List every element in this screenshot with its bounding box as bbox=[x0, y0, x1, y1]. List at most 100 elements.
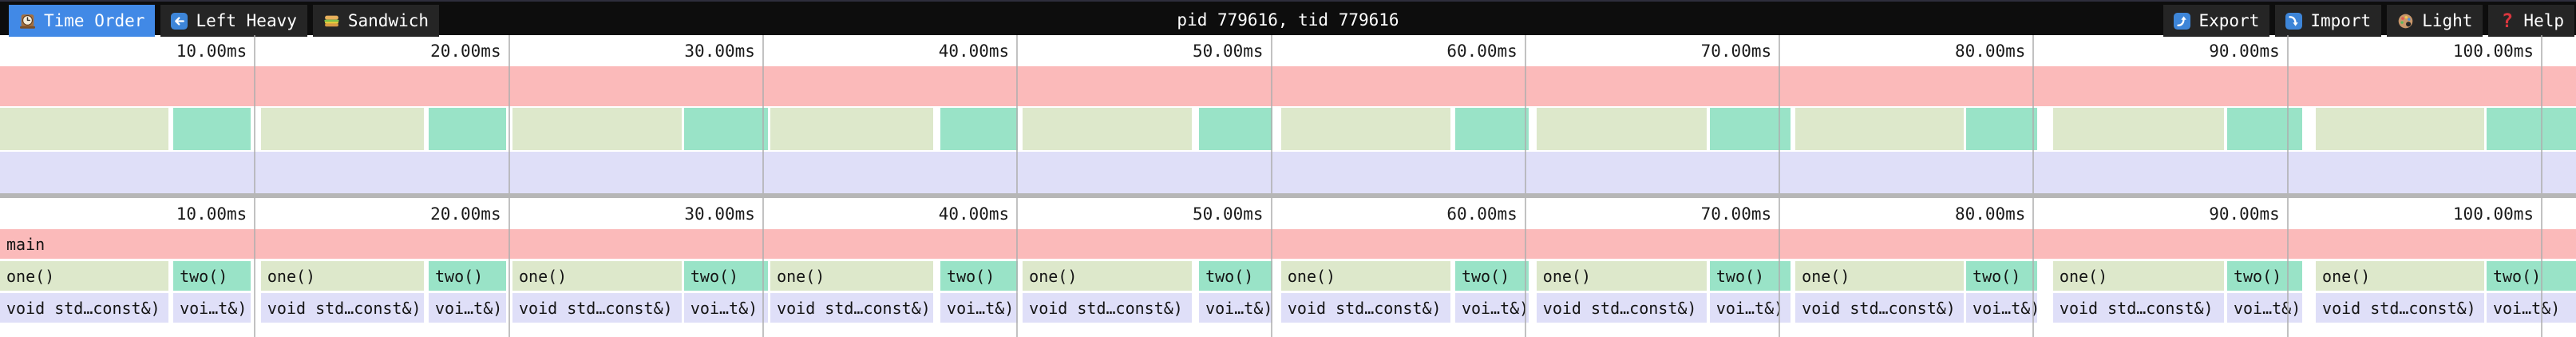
tab-label: Time Order bbox=[44, 11, 145, 30]
time-tick-label: 40.00ms bbox=[938, 204, 1010, 224]
minimap-frame-one bbox=[2316, 108, 2485, 150]
flame-row-depth2: void std…const&) voi…t&) void std…const&) v… bbox=[0, 293, 2576, 323]
frame-label: one() bbox=[1029, 266, 1078, 286]
flame-cell-sleep-short[interactable]: voi…t&) bbox=[940, 293, 1019, 323]
flame-cell-two[interactable]: two() bbox=[1199, 261, 1273, 291]
flame-cell-sleep-long[interactable]: void std…const&) bbox=[2052, 293, 2225, 323]
minimap-frame-two bbox=[173, 108, 251, 150]
minimap-frame-one bbox=[1536, 108, 1707, 150]
flame-cell-sleep-long[interactable]: void std…const&) bbox=[512, 293, 682, 323]
frame-label: void std…const&) bbox=[1287, 298, 1442, 318]
help-button[interactable]: ? Help bbox=[2488, 5, 2574, 37]
export-button[interactable]: Export bbox=[2163, 5, 2270, 37]
frame-label: one() bbox=[1802, 266, 1850, 286]
frame-label: void std…const&) bbox=[2059, 298, 2214, 318]
import-icon bbox=[2285, 12, 2303, 30]
tab-left-heavy[interactable]: Left Heavy bbox=[160, 5, 307, 37]
flame-cell-sleep-long[interactable]: void std…const&) bbox=[1795, 293, 1965, 323]
frame-label: voi…t&) bbox=[947, 298, 1015, 318]
flame-cell-one[interactable]: one() bbox=[2052, 261, 2225, 291]
minimap-frame-one bbox=[1023, 108, 1193, 150]
frame-label: voi…t&) bbox=[1715, 298, 1784, 318]
chart-time-axis: 10.00ms 20.00ms 30.00ms 40.00ms 50.00ms 60.00… bbox=[0, 198, 2576, 229]
flame-cell-two[interactable]: two() bbox=[1966, 261, 2038, 291]
minimap-frame-one bbox=[1795, 108, 1965, 150]
minimap-band-depth1 bbox=[0, 108, 2576, 150]
flame-cell-one[interactable]: one() bbox=[1795, 261, 1965, 291]
flame-cell-two[interactable]: two() bbox=[683, 261, 768, 291]
flame-cell-one[interactable]: one() bbox=[0, 261, 169, 291]
frame-label: main bbox=[6, 234, 46, 254]
button-label: Import bbox=[2310, 11, 2372, 30]
toolbar: Time Order Left Heavy Sandwich pid 779616,… bbox=[0, 0, 2576, 37]
frame-label: voi…t&) bbox=[1205, 298, 1273, 318]
flame-cell-sleep-short[interactable]: voi…t&) bbox=[2226, 293, 2303, 323]
flame-cell-two[interactable]: two() bbox=[428, 261, 507, 291]
flame-cell-sleep-short[interactable]: voi…t&) bbox=[1966, 293, 2038, 323]
button-label: Light bbox=[2422, 11, 2473, 30]
minimap-frame-two bbox=[683, 108, 768, 150]
frame-label: two() bbox=[1715, 266, 1765, 286]
flame-cell-sleep-short[interactable]: voi…t&) bbox=[428, 293, 507, 323]
flame-cell-sleep-short[interactable]: voi…t&) bbox=[1199, 293, 1273, 323]
flame-cell-two[interactable]: two() bbox=[2226, 261, 2303, 291]
minimap[interactable] bbox=[0, 66, 2576, 193]
time-tick-label: 80.00ms bbox=[1954, 41, 2026, 61]
tab-sandwich[interactable]: Sandwich bbox=[312, 5, 440, 37]
flame-cell-one[interactable]: one() bbox=[512, 261, 682, 291]
minimap-frame-two bbox=[2226, 108, 2303, 150]
button-label: Help bbox=[2523, 11, 2564, 30]
import-button[interactable]: Import bbox=[2275, 5, 2382, 37]
sandwich-icon bbox=[323, 13, 340, 30]
flame-cell-sleep-long[interactable]: void std…const&) bbox=[260, 293, 424, 323]
time-tick-label: 90.00ms bbox=[2209, 204, 2280, 224]
export-icon bbox=[2174, 12, 2191, 30]
flame-cell-sleep-long[interactable]: void std…const&) bbox=[1280, 293, 1450, 323]
toolbar-actions: Export Import Light? Help bbox=[2163, 5, 2574, 37]
frame-label: void std…const&) bbox=[6, 298, 160, 318]
frame-label: void std…const&) bbox=[1029, 298, 1183, 318]
frame-label: voi…t&) bbox=[1461, 298, 1529, 318]
frame-label: two() bbox=[1973, 266, 2021, 286]
flame-cell-sleep-short[interactable]: voi…t&) bbox=[173, 293, 251, 323]
frame-label: one() bbox=[519, 266, 568, 286]
flame-cell-one[interactable]: one() bbox=[1023, 261, 1193, 291]
flame-cell-two[interactable]: two() bbox=[940, 261, 1019, 291]
flame-cell-sleep-long[interactable]: void std…const&) bbox=[1536, 293, 1707, 323]
time-tick-label: 60.00ms bbox=[1446, 204, 1518, 224]
frame-label: one() bbox=[267, 266, 316, 286]
flame-cell-sleep-short[interactable]: voi…t&) bbox=[2486, 293, 2576, 323]
help-icon: ? bbox=[2501, 9, 2514, 32]
minimap-frame-one bbox=[1280, 108, 1450, 150]
flame-cell-sleep-long[interactable]: void std…const&) bbox=[1023, 293, 1193, 323]
flame-cell-one[interactable]: one() bbox=[1280, 261, 1450, 291]
clock-icon bbox=[19, 13, 36, 30]
flame-cell-sleep-long[interactable]: void std…const&) bbox=[770, 293, 934, 323]
time-tick-label: 100.00ms bbox=[2452, 41, 2534, 61]
theme-button[interactable]: Light bbox=[2387, 5, 2483, 37]
flame-cell-two[interactable]: two() bbox=[2486, 261, 2576, 291]
minimap-divider bbox=[0, 193, 2576, 198]
flame-cell-main[interactable]: main bbox=[0, 229, 2576, 259]
flame-cell-one[interactable]: one() bbox=[2316, 261, 2485, 291]
flame-cell-sleep-short[interactable]: voi…t&) bbox=[1454, 293, 1529, 323]
flame-cell-one[interactable]: one() bbox=[1536, 261, 1707, 291]
flame-cell-sleep-long[interactable]: void std…const&) bbox=[2316, 293, 2485, 323]
flame-cell-sleep-short[interactable]: voi…t&) bbox=[683, 293, 768, 323]
flame-cell-one[interactable]: one() bbox=[770, 261, 934, 291]
frame-label: void std…const&) bbox=[2322, 298, 2476, 318]
flame-cell-two[interactable]: two() bbox=[1709, 261, 1791, 291]
flame-cell-sleep-long[interactable]: void std…const&) bbox=[0, 293, 169, 323]
flame-cell-two[interactable]: two() bbox=[173, 261, 251, 291]
flame-cell-two[interactable]: two() bbox=[1454, 261, 1529, 291]
frame-label: two() bbox=[1205, 266, 1254, 286]
tab-time-order[interactable]: Time Order bbox=[9, 5, 156, 37]
flame-cell-one[interactable]: one() bbox=[260, 261, 424, 291]
frame-label: two() bbox=[947, 266, 995, 286]
flame-cell-sleep-short[interactable]: voi…t&) bbox=[1709, 293, 1791, 323]
time-tick-label: 50.00ms bbox=[1193, 204, 1264, 224]
frame-label: one() bbox=[1542, 266, 1592, 286]
minimap-frame-two bbox=[1454, 108, 1529, 150]
frame-label: void std…const&) bbox=[267, 298, 421, 318]
minimap-band-main bbox=[0, 66, 2576, 106]
